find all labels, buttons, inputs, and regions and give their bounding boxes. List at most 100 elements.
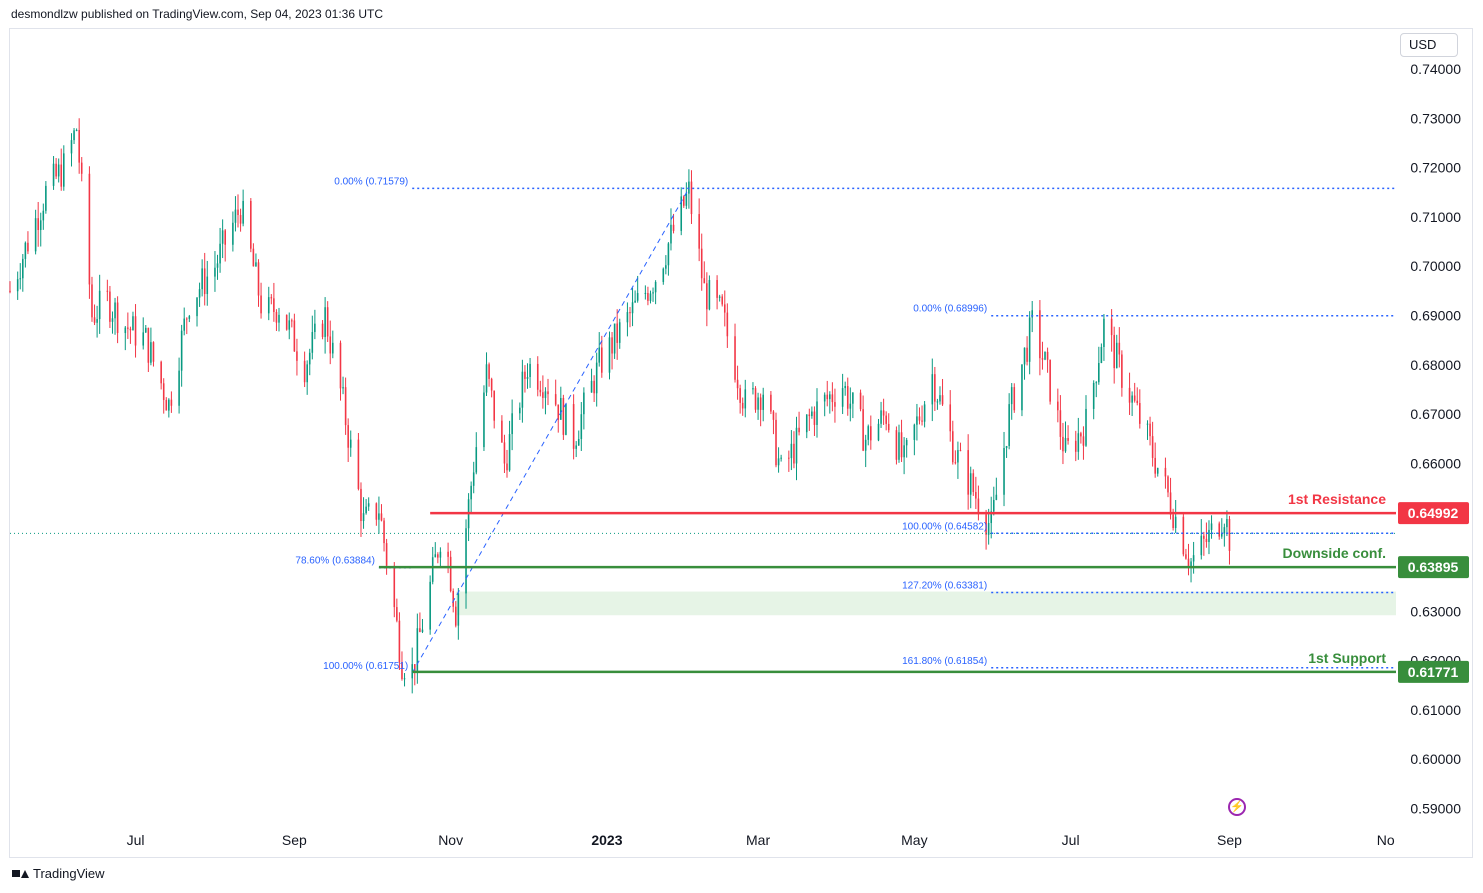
candle-body xyxy=(913,424,916,440)
candle-body xyxy=(898,432,900,460)
candle-body xyxy=(1077,433,1080,452)
candle-body xyxy=(52,163,55,186)
candle-body xyxy=(647,292,649,301)
candle-body xyxy=(385,543,388,566)
lightning-icon[interactable]: ⚡ xyxy=(1228,798,1246,816)
candle-body xyxy=(134,316,137,346)
candle-body xyxy=(306,364,308,383)
candle-body xyxy=(257,262,260,296)
candle-body xyxy=(144,327,147,333)
candle-body xyxy=(214,267,216,277)
candle-body xyxy=(42,210,45,221)
x-axis-tick-label: Nov xyxy=(438,832,463,848)
candle-body xyxy=(736,379,739,389)
candle-body xyxy=(303,360,306,383)
candle-body xyxy=(367,503,370,507)
candle-body xyxy=(798,427,800,433)
candle-body xyxy=(1028,317,1031,362)
candle-body xyxy=(206,276,209,295)
candle-body xyxy=(1192,555,1195,562)
candle-body xyxy=(1164,467,1167,477)
candle-body xyxy=(488,364,490,379)
candle-body xyxy=(398,620,401,663)
candle-body xyxy=(1172,514,1174,528)
candle-body xyxy=(793,443,795,464)
candle-body xyxy=(601,347,603,373)
candle-body xyxy=(127,327,129,329)
candle-body xyxy=(834,402,836,407)
candle-body xyxy=(1169,492,1172,515)
candle-body xyxy=(921,420,923,422)
candle-body xyxy=(1039,310,1041,359)
candle-body xyxy=(519,407,521,414)
candle-body xyxy=(598,347,601,363)
candle-body xyxy=(524,371,526,379)
price-tag-label: 0.64992 xyxy=(1408,505,1459,521)
candle-body xyxy=(1167,476,1169,493)
y-axis-tick-label: 0.69000 xyxy=(1410,308,1461,324)
candle-body xyxy=(311,332,314,353)
candle-body xyxy=(529,363,531,378)
candle-body xyxy=(403,678,406,680)
footer-brand-label: TradingView xyxy=(33,866,105,881)
candle-body xyxy=(905,439,908,446)
candle-body xyxy=(880,410,882,424)
candle-body xyxy=(700,248,703,279)
candle-body xyxy=(429,581,431,630)
y-axis-tick-label: 0.68000 xyxy=(1410,357,1461,373)
candle-body xyxy=(93,317,96,323)
candle-body xyxy=(106,290,109,292)
candle-body xyxy=(859,392,862,410)
x-axis-tick-label: Sep xyxy=(1217,832,1242,848)
candle-body xyxy=(416,628,419,671)
candle-body xyxy=(221,230,224,244)
candle-body xyxy=(985,514,987,535)
candle-body xyxy=(741,402,744,409)
candle-body xyxy=(196,297,198,317)
candle-body xyxy=(829,394,831,400)
chart-frame[interactable] xyxy=(9,28,1473,858)
candle-body xyxy=(949,404,952,432)
candle-body xyxy=(1223,527,1226,534)
candle-body xyxy=(70,140,73,154)
candle-body xyxy=(1064,438,1067,452)
candle-body xyxy=(22,258,24,279)
candle-body xyxy=(1067,438,1069,441)
candle-body xyxy=(178,370,180,406)
candle-body xyxy=(823,394,826,402)
candle-body xyxy=(1057,401,1059,411)
candle-body xyxy=(726,312,729,337)
candle-body xyxy=(75,129,78,131)
candle-body xyxy=(521,371,524,408)
candle-body xyxy=(1023,347,1026,365)
y-axis-tick-label: 0.59000 xyxy=(1410,801,1461,817)
candle-body xyxy=(1110,318,1113,336)
candle-body xyxy=(1149,423,1151,437)
candle-body xyxy=(631,302,634,314)
candle-body xyxy=(951,431,954,463)
candle-body xyxy=(762,394,764,410)
candle-body xyxy=(634,300,636,303)
footer-brand[interactable]: TradingView xyxy=(12,866,105,881)
candle-body xyxy=(644,292,647,294)
x-axis-tick-label: 2023 xyxy=(591,832,622,848)
candle-body xyxy=(434,554,437,558)
x-axis-tick-label: Sep xyxy=(282,832,307,848)
candle-body xyxy=(846,386,849,409)
candle-body xyxy=(396,607,398,621)
candle-body xyxy=(565,404,567,435)
y-axis-tick-label: 0.60000 xyxy=(1410,751,1461,767)
candle-body xyxy=(1115,342,1118,369)
candle-body xyxy=(1074,440,1077,452)
candle-body xyxy=(357,439,360,489)
candle-body xyxy=(475,447,478,473)
price-tag xyxy=(1398,502,1469,525)
candle-body xyxy=(852,392,854,404)
candle-body xyxy=(1080,433,1082,437)
candle-body xyxy=(1026,347,1028,362)
candle-body xyxy=(1103,318,1105,348)
currency-selector[interactable]: USD xyxy=(1400,33,1458,57)
candle-body xyxy=(1156,467,1159,474)
candle-body xyxy=(1174,516,1177,528)
